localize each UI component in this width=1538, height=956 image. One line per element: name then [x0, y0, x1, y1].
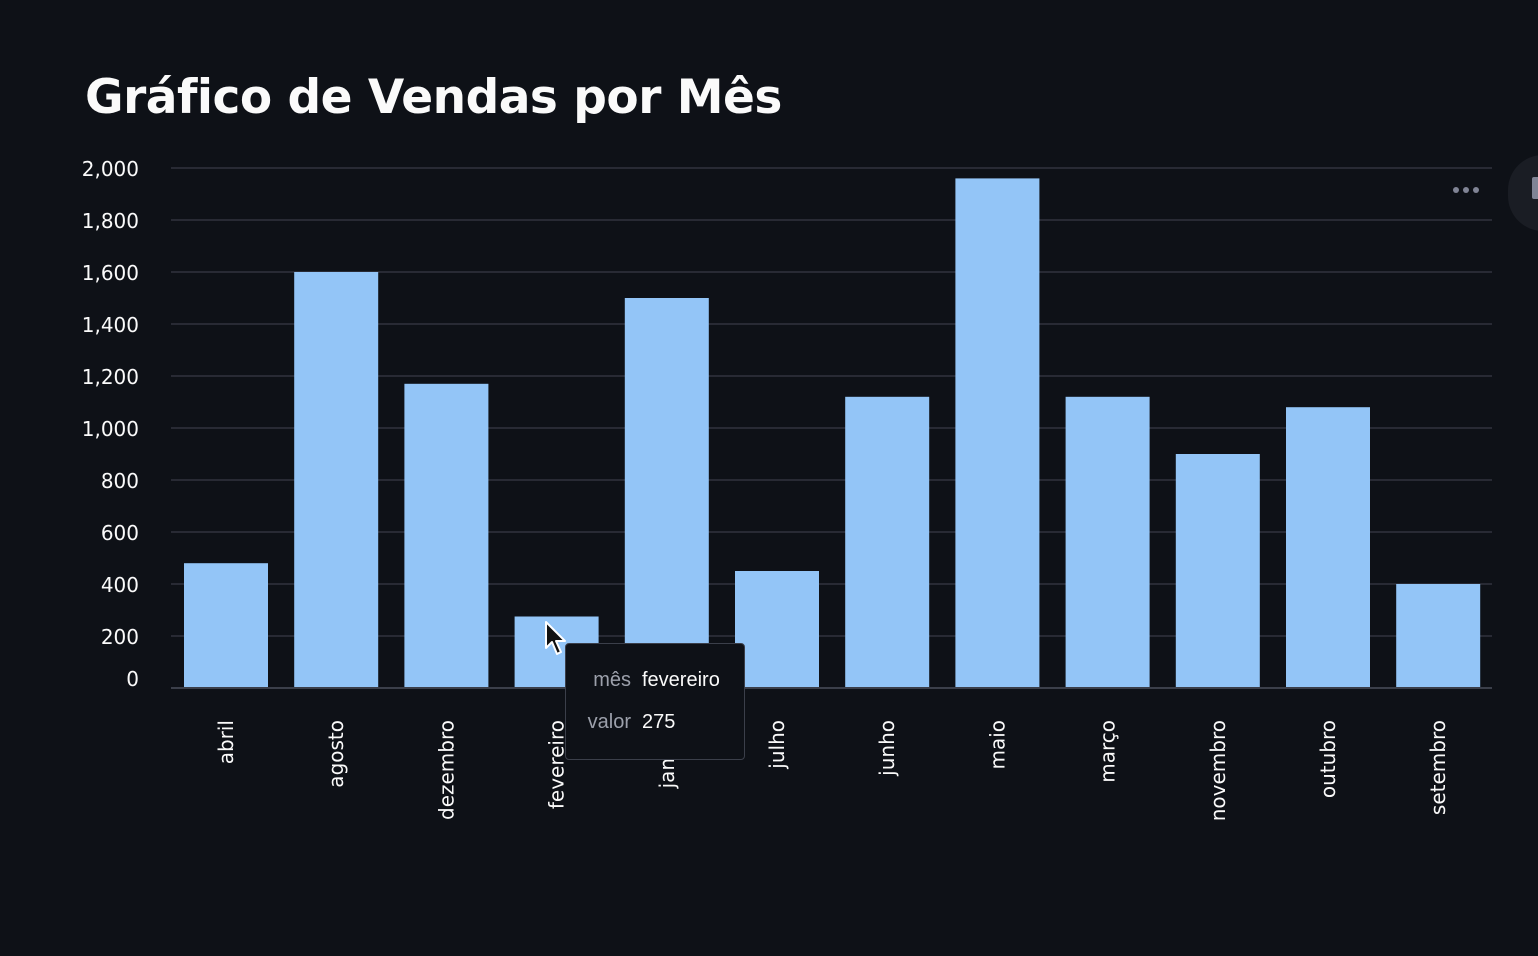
y-tick-label: 400 [101, 573, 139, 597]
x-axis-category-labels: abrilagostodezembrofevereirojaneirojulho… [214, 720, 1450, 821]
bar-agosto[interactable] [294, 272, 379, 688]
y-tick-label: 2,000 [82, 157, 139, 181]
bar-abril[interactable] [184, 563, 268, 688]
y-axis-tick-labels: 0 200 400 600 800 1,000 1,200 1,400 1,600 1,800 2,… [82, 157, 139, 691]
bars [184, 178, 1481, 688]
bar-janeiro[interactable] [624, 298, 709, 688]
menu-dot [1453, 187, 1459, 193]
y-tick-label: 1,200 [82, 365, 139, 389]
tooltip-key: valor [587, 711, 631, 733]
bar-março[interactable] [1065, 396, 1150, 688]
x-category-label: julho [765, 720, 789, 770]
grid-lines [171, 167, 1492, 637]
x-category-label: fevereiro [545, 720, 569, 809]
y-tick-label: 1,800 [82, 209, 139, 233]
x-category-label: agosto [324, 720, 348, 788]
tooltip-value: fevereiro [642, 669, 720, 691]
bar-julho[interactable] [735, 571, 819, 688]
x-category-label: abril [214, 720, 238, 764]
x-category-label: junho [875, 720, 899, 777]
chart-tooltip: mês fevereiro valor 275 [565, 643, 745, 760]
y-tick-label: 1,400 [82, 313, 139, 337]
tooltip-value: 275 [642, 711, 676, 733]
menu-dot [1463, 187, 1469, 193]
x-category-label: setembro [1426, 720, 1450, 815]
y-tick-label: 800 [101, 469, 139, 493]
y-tick-label: 1,600 [82, 261, 139, 285]
y-tick-label: 1,000 [82, 417, 139, 441]
x-category-label: outubro [1316, 720, 1340, 798]
x-category-label: novembro [1206, 720, 1230, 821]
bar-outubro[interactable] [1286, 407, 1370, 688]
x-category-label: março [1096, 720, 1120, 783]
bar-maio[interactable] [955, 178, 1040, 688]
more-horizontal-icon[interactable] [1448, 178, 1484, 202]
bar-novembro[interactable] [1175, 454, 1260, 688]
y-tick-label: 0 [126, 667, 139, 691]
page-title: Gráfico de Vendas por Mês [85, 70, 782, 125]
tooltip-row-month: mês fevereiro [566, 669, 744, 697]
handle-icon [1532, 177, 1538, 199]
x-category-label: maio [985, 720, 1009, 770]
bar-setembro[interactable] [1396, 584, 1481, 688]
menu-dot [1473, 187, 1479, 193]
x-category-label: dezembro [434, 720, 458, 820]
mouse-pointer-icon [545, 621, 566, 655]
tooltip-row-value: valor 275 [566, 711, 744, 739]
bar-junho[interactable] [845, 396, 930, 688]
y-tick-label: 600 [101, 521, 139, 545]
bar-dezembro[interactable] [404, 383, 489, 688]
y-tick-label: 200 [101, 625, 139, 649]
tooltip-key: mês [593, 669, 631, 691]
